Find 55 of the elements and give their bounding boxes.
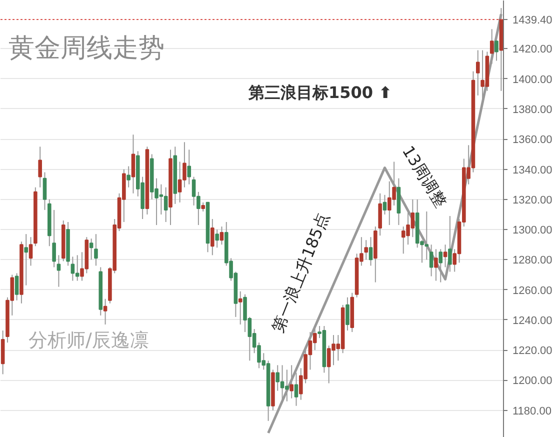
candlestick <box>38 146 42 188</box>
candlestick <box>364 240 368 260</box>
candlestick <box>438 248 443 283</box>
candlestick <box>94 234 98 266</box>
candlestick <box>187 149 192 185</box>
candlestick <box>220 226 224 246</box>
annotation: 第一浪上升185点 <box>268 210 333 335</box>
y-tick-label: 1380.00 <box>512 104 552 116</box>
candlestick <box>42 172 47 210</box>
candlestick <box>448 215 452 272</box>
y-tick-label: 1200.00 <box>512 375 552 388</box>
candlestick <box>52 209 56 268</box>
candlestick <box>70 256 75 282</box>
candlestick <box>238 290 242 325</box>
candlestick <box>201 202 205 212</box>
candlestick <box>476 50 480 96</box>
y-tick-label: 1400.00 <box>512 74 552 86</box>
y-tick-label: 1280.00 <box>512 254 552 267</box>
candlestick <box>131 134 136 194</box>
y-tick-label: 1300.00 <box>512 224 552 237</box>
candlestick <box>24 234 28 286</box>
candlestick <box>290 364 294 399</box>
candlestick <box>56 254 61 288</box>
candlestick <box>75 254 80 282</box>
y-tick-label: 1340.00 <box>512 164 552 176</box>
candlestick <box>429 244 434 277</box>
candlestick <box>294 372 298 406</box>
candlestick <box>103 298 108 325</box>
y-tick-label: 1360.00 <box>512 134 552 146</box>
candlestick <box>276 364 280 392</box>
candlestick <box>346 296 350 332</box>
candlestick <box>210 218 214 256</box>
candlestick <box>490 28 494 64</box>
annotation: 分析师/辰逸凛 <box>28 330 149 352</box>
candlestick <box>434 248 438 282</box>
y-tick-label: 1220.00 <box>512 345 552 358</box>
annotation: 13周调整 <box>398 142 450 211</box>
candlestick <box>126 166 130 188</box>
candlestick <box>443 244 448 268</box>
candlestick <box>312 326 317 351</box>
annotation: 第三浪目标1500 ⬆ <box>248 83 392 102</box>
y-tick-label: 1320.00 <box>512 194 552 206</box>
candlestick <box>14 272 19 301</box>
y-tick-label: 1260.00 <box>512 284 552 297</box>
candlestick <box>89 238 94 260</box>
y-tick-label: 1240.00 <box>512 314 552 327</box>
candlestick <box>382 194 387 215</box>
candlestick <box>164 186 168 223</box>
ref-line-label: 1439.40 <box>512 14 552 26</box>
candlestick <box>368 236 373 266</box>
text: 黄金周线走势 <box>8 34 164 64</box>
candlestick <box>28 236 33 266</box>
candlestick <box>215 229 219 248</box>
y-tick-label: 1180.00 <box>512 405 552 418</box>
y-tick-label: 1420.00 <box>512 44 552 56</box>
